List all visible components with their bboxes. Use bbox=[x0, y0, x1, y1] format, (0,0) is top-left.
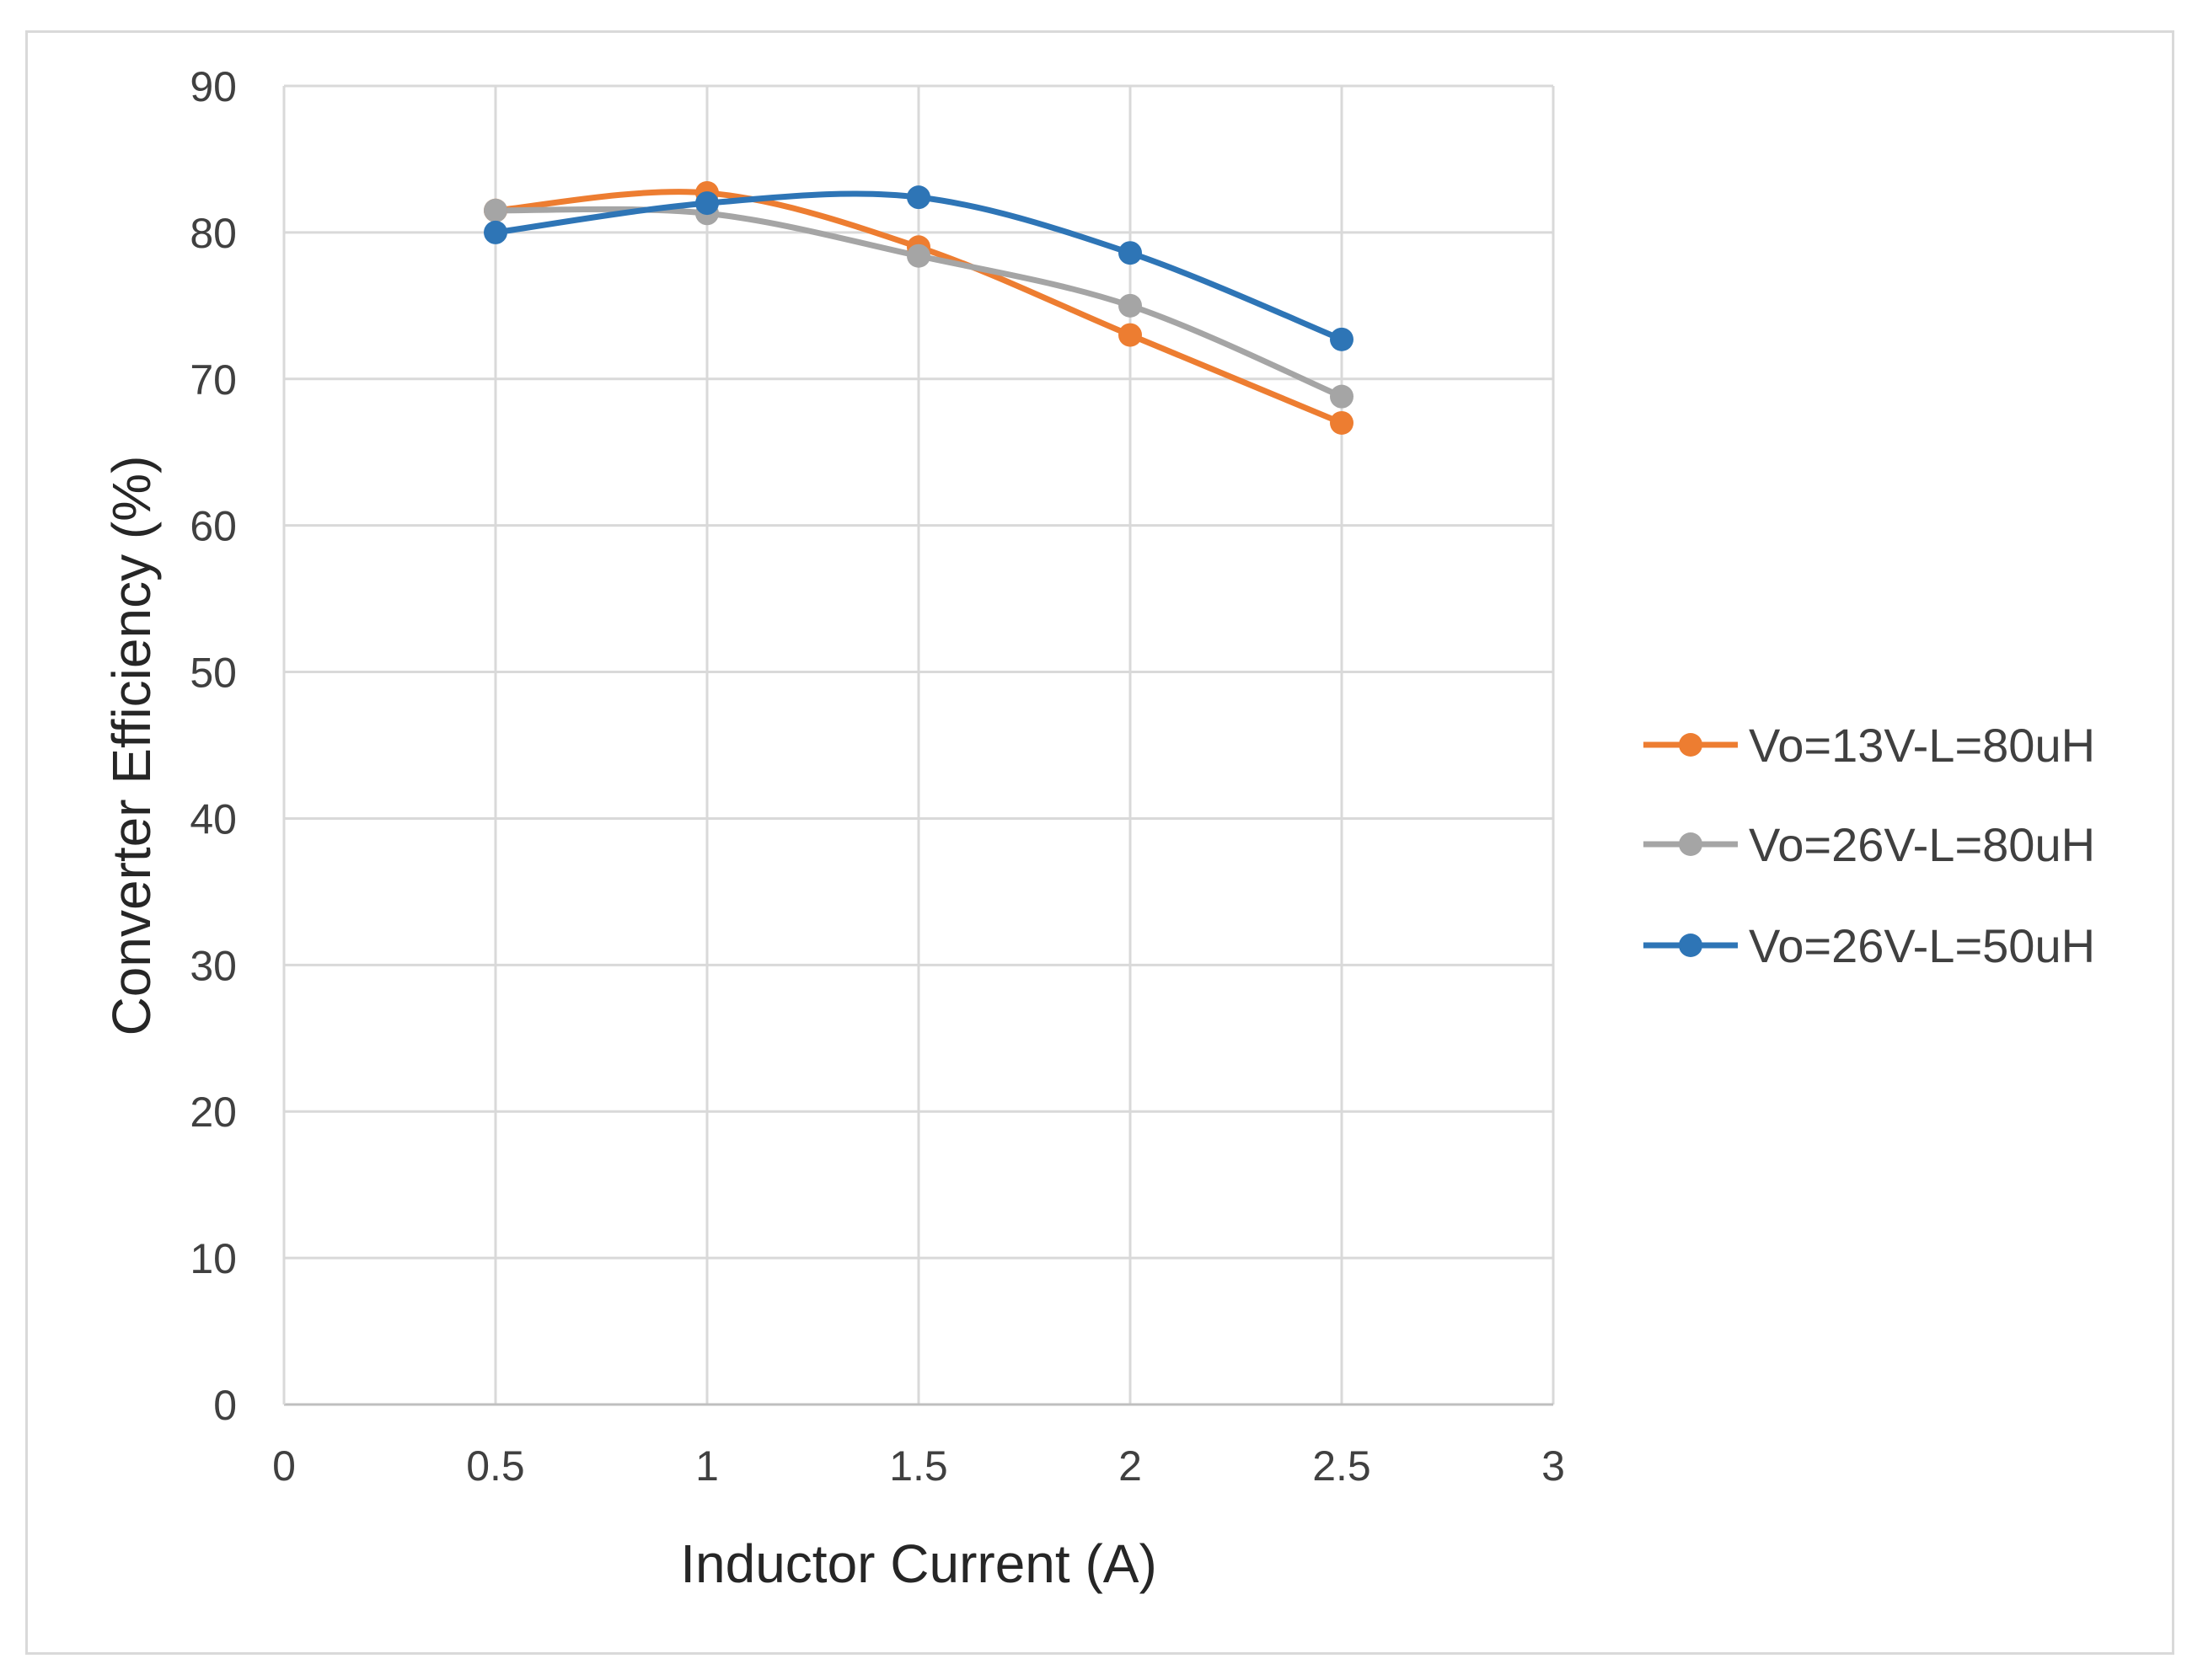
y-axis-title: Converter Efficiency (%) bbox=[101, 456, 162, 1036]
tick-labels: 0 10 20 30 40 50 60 70 80 90 0 0.5 1 1.5 2 2.5 3 bbox=[190, 63, 1565, 1490]
legend-label: Vo=13V-L=80uH bbox=[1749, 719, 2095, 772]
legend: Vo=13V-L=80uH Vo=26V-L=80uH Vo=26V-L=50uH bbox=[1643, 719, 2095, 972]
legend-entry: Vo=13V-L=80uH bbox=[1643, 719, 2095, 772]
legend-label: Vo=26V-L=50uH bbox=[1749, 919, 2095, 972]
y-tick-label: 70 bbox=[190, 356, 237, 404]
legend-marker bbox=[1679, 934, 1702, 957]
y-tick-label: 0 bbox=[213, 1382, 237, 1429]
axes bbox=[282, 86, 1553, 1406]
legend-label: Vo=26V-L=80uH bbox=[1749, 818, 2095, 871]
grid bbox=[284, 84, 1555, 1404]
series-3-point bbox=[907, 185, 930, 210]
legend-entry: Vo=26V-L=80uH bbox=[1643, 818, 2095, 871]
y-tick-label: 40 bbox=[190, 795, 237, 843]
series-2-point bbox=[1118, 293, 1142, 318]
y-tick-label: 20 bbox=[190, 1089, 237, 1136]
series-3-point bbox=[1330, 327, 1353, 351]
y-tick-label: 60 bbox=[190, 503, 237, 550]
y-tick-label: 30 bbox=[190, 942, 237, 989]
x-tick-label: 1.5 bbox=[889, 1442, 948, 1490]
series-points bbox=[484, 180, 1353, 435]
x-tick-label: 3 bbox=[1541, 1442, 1565, 1490]
series-2-point bbox=[1330, 384, 1353, 409]
x-tick-label: 0 bbox=[272, 1442, 296, 1490]
legend-marker bbox=[1679, 832, 1702, 856]
chart-frame bbox=[25, 30, 2174, 1655]
y-tick-label: 80 bbox=[190, 210, 237, 257]
legend-entry: Vo=26V-L=50uH bbox=[1643, 919, 2095, 972]
x-tick-label: 2 bbox=[1118, 1442, 1142, 1490]
series-1-point bbox=[1118, 323, 1142, 347]
y-tick-label: 50 bbox=[190, 650, 237, 697]
series-3-point bbox=[484, 220, 507, 244]
x-tick-label: 2.5 bbox=[1312, 1442, 1371, 1490]
x-tick-label: 0.5 bbox=[466, 1442, 525, 1490]
x-tick-label: 1 bbox=[695, 1442, 719, 1490]
y-tick-label: 90 bbox=[190, 63, 237, 110]
x-axis-title: Inductor Current (A) bbox=[680, 1533, 1157, 1594]
legend-marker bbox=[1679, 733, 1702, 757]
series-3-point bbox=[695, 191, 719, 216]
series-1-point bbox=[1330, 410, 1353, 435]
series-3-point bbox=[1118, 241, 1142, 265]
series-2-point bbox=[907, 243, 930, 268]
series-2-point bbox=[484, 198, 507, 222]
y-tick-label: 10 bbox=[190, 1235, 237, 1282]
